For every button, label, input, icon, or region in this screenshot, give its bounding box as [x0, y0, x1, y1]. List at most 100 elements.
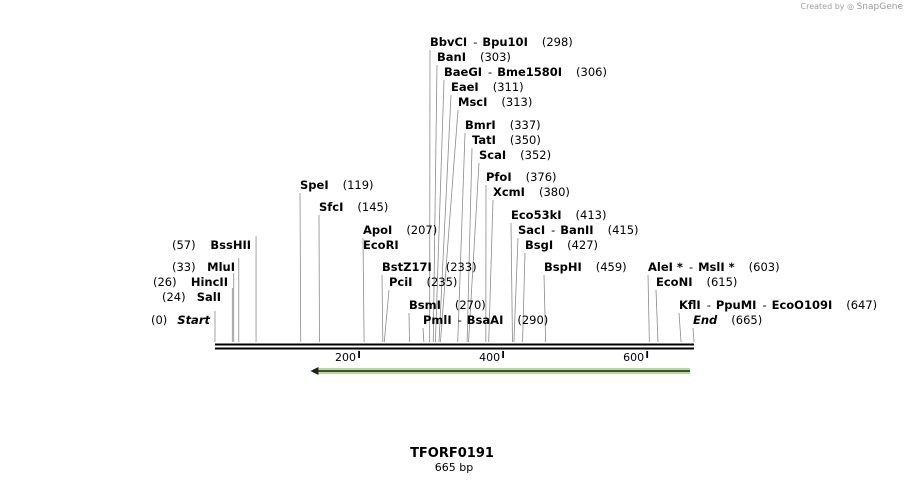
- site-position-tati: (350): [510, 133, 541, 147]
- site-label-bani: BanI: [437, 50, 466, 64]
- ruler-tick-label-400: 400: [479, 351, 500, 364]
- site-label-xcmi: XcmI: [493, 185, 525, 199]
- site-label-eaei: EaeI: [451, 80, 479, 94]
- site-separator-icon: -: [473, 35, 477, 49]
- site-hincii: HincII (26): [153, 275, 228, 289]
- connector-pmli: [422, 327, 425, 343]
- connector-bstz17i: [381, 274, 384, 343]
- site-sfci: SfcI (145): [319, 200, 388, 214]
- site-label-mlui: MluI: [207, 260, 235, 274]
- site-eco53ki: Eco53kI (413): [511, 208, 606, 222]
- site-label-saci: SacI: [518, 223, 545, 237]
- site-position-bsgi: (427): [567, 238, 598, 252]
- site-label-tati: TatI: [472, 133, 496, 147]
- site-label-bsphi: BspHI: [544, 260, 582, 274]
- site-bmri: BmrI (337): [465, 118, 541, 132]
- site-position-sfci: (145): [357, 200, 388, 214]
- connector-xcmi: [488, 199, 494, 343]
- connector-end: [692, 327, 695, 343]
- site-label-bsmi: BsmI: [409, 298, 441, 312]
- connector-kfli: [678, 312, 682, 343]
- site-bsmi: BsmI (270): [409, 298, 486, 312]
- connector-alei: [647, 274, 650, 343]
- site-pcii: PciI (235): [389, 275, 457, 289]
- site-position-eaei: (311): [493, 80, 524, 94]
- site-label2-pmli: BsaAI: [467, 313, 504, 327]
- feature-arrow: [310, 367, 690, 375]
- snapgene-credit: Created by ◎ SnapGene: [801, 2, 904, 12]
- site-label-hincii: HincII: [191, 275, 228, 289]
- site-label-scai: ScaI: [479, 148, 506, 162]
- site-label2-saci: BanII: [560, 223, 593, 237]
- credit-brand: SnapGene: [856, 2, 903, 12]
- site-position-econi: (615): [706, 275, 737, 289]
- site-position-mlui: (33): [172, 260, 196, 274]
- site-baegi: BaeGI - Bme1580I (306): [444, 65, 607, 79]
- site-position-baegi: (306): [576, 65, 607, 79]
- site-label-bstz17i: BstZ17I: [382, 260, 432, 274]
- ruler-tick-label-600: 600: [623, 351, 644, 364]
- connector-bsgi: [522, 252, 526, 343]
- site-separator-icon: -: [488, 65, 492, 79]
- site-msci: MscI (313): [458, 95, 532, 109]
- site-label-ecori: EcoRI: [363, 238, 399, 252]
- site-label2-baegi: Bme1580I: [497, 65, 562, 79]
- site-position-kfli: (647): [846, 298, 877, 312]
- site-ecori: EcoRI: [363, 238, 399, 252]
- site-label-baegi: BaeGI: [444, 65, 482, 79]
- site-position-bsphi: (459): [596, 260, 627, 274]
- site-separator-icon: -: [707, 298, 711, 312]
- site-kfli: KflI - PpuMI - EcoO109I (647): [679, 298, 877, 312]
- site-label2-bbvci: Bpu10I: [482, 35, 527, 49]
- site-position-msci: (313): [501, 95, 532, 109]
- site-tati: TatI (350): [472, 133, 541, 147]
- site-start: Start (0): [151, 313, 210, 327]
- site-bani: BanI (303): [437, 50, 511, 64]
- site-pfoi: PfoI (376): [486, 170, 557, 184]
- site-end: End (665): [693, 313, 762, 327]
- site-position-sali: (24): [162, 290, 186, 304]
- map-title: TFORF0191: [410, 446, 494, 461]
- site-position-apoi: (207): [406, 223, 437, 237]
- site-position-bbvci: (298): [542, 35, 573, 49]
- connector-scai: [468, 162, 480, 343]
- site-label-sfci: SfcI: [319, 200, 343, 214]
- site-position-pcii: (235): [426, 275, 457, 289]
- connector-spei: [299, 192, 302, 343]
- site-label-bmri: BmrI: [465, 118, 496, 132]
- connector-apoi: [362, 237, 365, 343]
- site-connectors: [214, 49, 695, 343]
- site-separator-icon: -: [458, 313, 462, 327]
- site-label2-alei: MslI *: [698, 260, 735, 274]
- site-label3-kfli: EcoO109I: [772, 298, 833, 312]
- site-econi: EcoNI (615): [656, 275, 737, 289]
- site-apoi: ApoI (207): [363, 223, 437, 237]
- site-mlui: MluI (33): [172, 260, 235, 274]
- feature-arrow-head: [310, 367, 319, 375]
- site-sali: SalI (24): [162, 290, 221, 304]
- site-saci: SacI - BanII (415): [518, 223, 639, 237]
- site-label-econi: EcoNI: [656, 275, 692, 289]
- site-label-apoi: ApoI: [363, 223, 392, 237]
- site-eaei: EaeI (311): [451, 80, 524, 94]
- snapgene-logo-icon: ◎: [847, 2, 855, 11]
- site-position-bsshii: (57): [172, 238, 196, 252]
- site-bstz17i: BstZ17I (233): [382, 260, 477, 274]
- connector-pcii: [383, 289, 390, 343]
- site-label-start: Start: [177, 313, 210, 327]
- site-position-bstz17i: (233): [446, 260, 477, 274]
- map-length: 665 bp: [435, 461, 473, 474]
- site-label-pmli: PmlI: [423, 313, 452, 327]
- site-bsgi: BsgI (427): [525, 238, 598, 252]
- site-position-hincii: (26): [153, 275, 177, 289]
- site-label-kfli: KflI: [679, 298, 701, 312]
- sequence-backbone: [215, 343, 694, 350]
- site-position-start: (0): [151, 313, 167, 327]
- site-label-eco53ki: Eco53kI: [511, 208, 562, 222]
- site-position-spei: (119): [343, 178, 374, 192]
- site-bbvci: BbvCI - Bpu10I (298): [430, 35, 573, 49]
- connector-saci: [513, 237, 519, 343]
- site-position-pmli: (290): [517, 313, 548, 327]
- connector-bani: [432, 64, 438, 343]
